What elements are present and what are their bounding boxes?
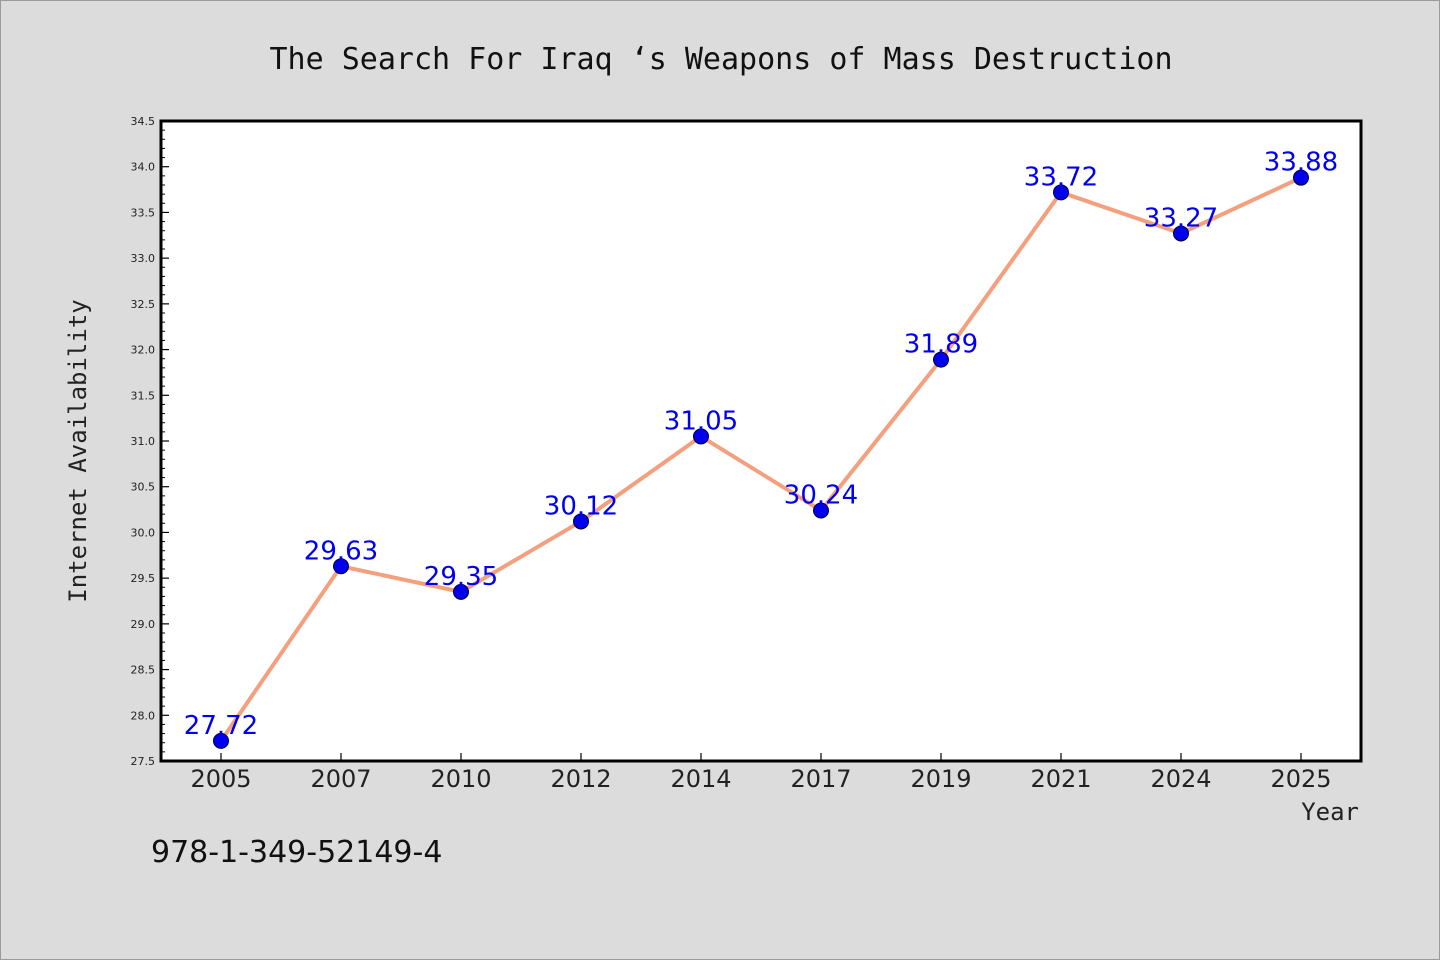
x-tick-label: 2007 xyxy=(310,765,371,793)
y-tick-label: 32.5 xyxy=(131,298,156,311)
data-point xyxy=(333,558,349,575)
y-tick-label: 34.0 xyxy=(131,161,156,174)
data-label: 33.88 xyxy=(1264,148,1338,178)
x-tick-label: 2005 xyxy=(190,765,251,793)
y-tick-label: 29.0 xyxy=(131,618,156,631)
y-tick-label: 31.5 xyxy=(131,389,156,402)
y-tick-label: 29.5 xyxy=(131,572,156,585)
data-label: 29.35 xyxy=(424,562,498,592)
data-point xyxy=(1053,184,1069,201)
y-tick-label: 32.0 xyxy=(131,344,156,357)
isbn-footer: 978-1-349-52149-4 xyxy=(151,835,443,870)
data-point xyxy=(1293,169,1309,186)
data-label: 27.72 xyxy=(184,711,258,741)
y-tick-label: 33.5 xyxy=(131,206,156,219)
data-point xyxy=(693,428,709,445)
y-tick-label: 27.5 xyxy=(131,755,156,768)
data-point xyxy=(933,351,949,368)
x-tick-label: 2025 xyxy=(1270,765,1331,793)
data-label: 33.72 xyxy=(1024,162,1098,192)
x-tick-label: 2014 xyxy=(670,765,731,793)
data-point xyxy=(213,732,229,749)
y-tick-label: 30.5 xyxy=(131,481,156,494)
data-label: 31.89 xyxy=(904,330,978,360)
x-tick-label: 2024 xyxy=(1150,765,1211,793)
y-tick-label: 30.0 xyxy=(131,526,156,539)
x-tick-label: 2012 xyxy=(550,765,611,793)
data-point xyxy=(1173,225,1189,242)
x-axis-label: Year xyxy=(1301,798,1359,826)
marker-group xyxy=(213,169,1309,749)
y-axis: 27.5 28.0 28.5 29.0 29.5 30.0 30.5 31.0 31.5 32.0… xyxy=(131,115,169,768)
x-tick-label: 2010 xyxy=(430,765,491,793)
x-axis: 2005 2007 2010 2012 2014 2017 2019 2021 2024 2025 xyxy=(190,753,1332,793)
data-point xyxy=(813,502,829,519)
data-point xyxy=(573,513,589,530)
y-tick-label: 34.5 xyxy=(131,115,156,128)
y-tick-label: 33.0 xyxy=(131,252,156,265)
series-line xyxy=(219,175,1303,743)
series-line-group xyxy=(219,175,1303,743)
data-label: 31.05 xyxy=(664,406,738,436)
y-tick-label: 31.0 xyxy=(131,435,156,448)
data-label: 33.27 xyxy=(1144,203,1218,233)
y-tick-label: 28.5 xyxy=(131,664,156,677)
data-label-group: 27.72 29.63 29.35 30.12 31.05 30.24 31.89 33.72… xyxy=(184,148,1338,741)
x-tick-label: 2017 xyxy=(790,765,851,793)
data-label: 29.63 xyxy=(304,536,378,566)
y-axis-label: Internet Availability xyxy=(64,299,92,602)
chart-title: The Search For Iraq ‘s Weapons of Mass D… xyxy=(269,42,1172,77)
data-point xyxy=(453,583,469,600)
y-tick-label: 28.0 xyxy=(131,709,156,722)
data-label: 30.24 xyxy=(784,480,858,510)
x-tick-label: 2019 xyxy=(910,765,971,793)
data-label: 30.12 xyxy=(544,491,618,521)
x-tick-label: 2021 xyxy=(1030,765,1091,793)
